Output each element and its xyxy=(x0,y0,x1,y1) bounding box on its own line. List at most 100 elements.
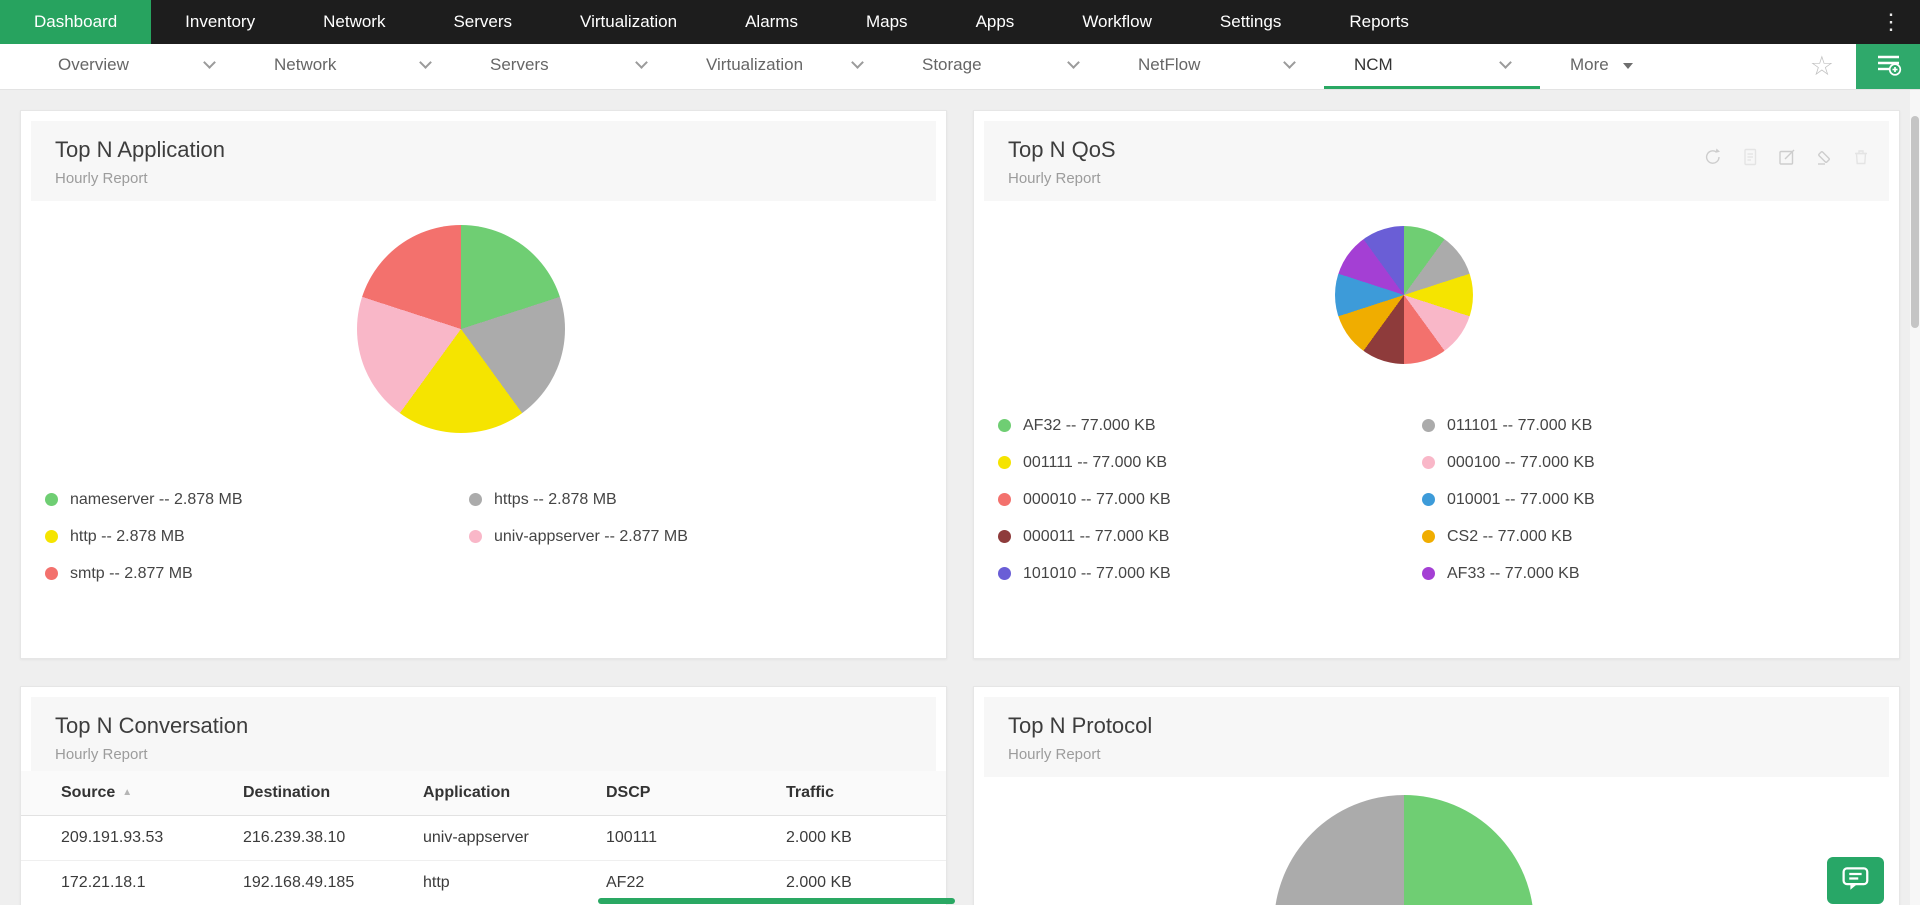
nav-item-servers[interactable]: Servers xyxy=(453,12,513,31)
legend-item[interactable]: AF33 -- 77.000 KB xyxy=(1422,555,1846,592)
table-header-row: Source ▲ Destination Application DSCP Traffic xyxy=(21,771,946,816)
legend-label: 000011 -- 77.000 KB xyxy=(1023,527,1170,545)
legend-color-dot xyxy=(45,493,58,506)
add-widget-button[interactable] xyxy=(1856,44,1920,89)
favorite-star-icon[interactable]: ☆ xyxy=(1809,51,1834,81)
legend-color-dot xyxy=(469,493,482,506)
column-header-destination[interactable]: Destination xyxy=(243,771,423,816)
nav-item-inventory[interactable]: Inventory xyxy=(185,12,256,31)
legend-item[interactable]: 000011 -- 77.000 KB xyxy=(998,518,1422,555)
legend-label: CS2 -- 77.000 KB xyxy=(1447,527,1573,545)
tab-more[interactable]: More xyxy=(1540,44,1663,89)
column-header-application[interactable]: Application xyxy=(423,771,606,816)
nav-item-network[interactable]: Network xyxy=(323,12,386,31)
table-cell: 2.000 KB xyxy=(786,815,946,861)
application-pie-chart[interactable] xyxy=(357,225,565,433)
table-cell: 100111 xyxy=(606,815,786,861)
tab-virtualization[interactable]: Virtualization xyxy=(676,44,892,89)
legend-color-dot xyxy=(1422,530,1435,543)
nav-item-virtualization[interactable]: Virtualization xyxy=(580,12,678,31)
tab-storage[interactable]: Storage xyxy=(892,44,1108,89)
qos-pie-chart[interactable] xyxy=(1335,226,1473,364)
tab-netflow[interactable]: NetFlow xyxy=(1108,44,1324,89)
hamburger-plus-icon xyxy=(1875,52,1902,81)
export-icon[interactable] xyxy=(1740,147,1760,167)
table-cell: 192.168.49.185 xyxy=(243,860,423,905)
legend-item[interactable]: 011101 -- 77.000 KB xyxy=(1422,407,1846,444)
widget-title: Top N Application xyxy=(55,137,225,162)
tab-label: NCM xyxy=(1354,55,1393,74)
legend-item[interactable]: http -- 2.878 MB xyxy=(45,518,469,555)
nav-item-reports[interactable]: Reports xyxy=(1349,12,1409,31)
tab-network[interactable]: Network xyxy=(244,44,460,89)
chat-button[interactable] xyxy=(1827,857,1884,904)
legend-item[interactable]: AF32 -- 77.000 KB xyxy=(998,407,1422,444)
chat-icon xyxy=(1841,865,1871,897)
legend-item[interactable]: https -- 2.878 MB xyxy=(469,481,893,518)
chevron-down-icon xyxy=(419,56,432,69)
chevron-down-icon xyxy=(1067,56,1080,69)
widget-top-n-application: Top N Application Hourly Report nameserv… xyxy=(20,110,947,659)
chevron-down-icon xyxy=(203,56,216,69)
nav-item-workflow[interactable]: Workflow xyxy=(1082,12,1152,31)
table-row[interactable]: 209.191.93.53 216.239.38.10 univ-appserver… xyxy=(21,815,946,861)
legend-item[interactable]: 010001 -- 77.000 KB xyxy=(1422,481,1846,518)
legend-item[interactable]: 000010 -- 77.000 KB xyxy=(998,481,1422,518)
tab-label: Virtualization xyxy=(706,55,804,74)
refresh-icon[interactable] xyxy=(1703,147,1723,167)
tab-label: NetFlow xyxy=(1138,55,1201,74)
tab-overview[interactable]: Overview xyxy=(28,44,244,89)
legend-label: AF33 -- 77.000 KB xyxy=(1447,564,1580,582)
legend-label: nameserver -- 2.878 MB xyxy=(70,490,243,508)
table-cell: 216.239.38.10 xyxy=(243,815,423,861)
nav-item-settings[interactable]: Settings xyxy=(1219,12,1282,31)
protocol-pie-chart[interactable] xyxy=(1274,795,1534,905)
legend-item[interactable]: 001111 -- 77.000 KB xyxy=(998,444,1422,481)
table-cell: 172.21.18.1 xyxy=(21,860,243,905)
column-header-traffic[interactable]: Traffic xyxy=(786,771,946,816)
widget-header: Top N Protocol Hourly Report xyxy=(984,697,1889,777)
horizontal-scrollbar-thumb[interactable] xyxy=(598,898,955,904)
legend-item[interactable]: CS2 -- 77.000 KB xyxy=(1422,518,1846,555)
legend-item[interactable]: smtp -- 2.877 MB xyxy=(45,555,469,592)
legend-color-dot xyxy=(998,456,1011,469)
legend-label: 001111 -- 77.000 KB xyxy=(1023,453,1168,471)
tab-servers[interactable]: Servers xyxy=(460,44,676,89)
nav-item-maps[interactable]: Maps xyxy=(865,12,908,31)
dashboard-tabs-bar: Overview Network Servers Virtualization … xyxy=(0,44,1920,90)
legend-item[interactable]: univ-appserver -- 2.877 MB xyxy=(469,518,893,555)
column-header-dscp[interactable]: DSCP xyxy=(606,771,786,816)
widget-toolbar xyxy=(1703,147,1871,167)
legend-item[interactable]: 000100 -- 77.000 KB xyxy=(1422,444,1846,481)
legend-item[interactable]: 101010 -- 77.000 KB xyxy=(998,555,1422,592)
vertical-scrollbar[interactable] xyxy=(1910,90,1920,905)
column-header-source[interactable]: Source ▲ xyxy=(21,771,243,816)
tab-label: More xyxy=(1570,55,1609,74)
edit-icon[interactable] xyxy=(1777,147,1797,167)
chevron-down-icon xyxy=(851,56,864,69)
overflow-menu-icon[interactable]: ⋮ xyxy=(1880,9,1902,34)
legend-color-dot xyxy=(1422,493,1435,506)
eraser-icon[interactable] xyxy=(1814,147,1834,167)
legend-color-dot xyxy=(45,567,58,580)
legend-column: 011101 -- 77.000 KB 000100 -- 77.000 KB 01… xyxy=(1422,407,1846,592)
legend-column: https -- 2.878 MB univ-appserver -- 2.877… xyxy=(469,481,893,592)
tab-ncm[interactable]: NCM xyxy=(1324,44,1540,89)
delete-icon[interactable] xyxy=(1851,147,1871,167)
nav-item-dashboard[interactable]: Dashboard xyxy=(0,0,152,44)
legend-label: univ-appserver -- 2.877 MB xyxy=(494,527,688,545)
nav-item-apps[interactable]: Apps xyxy=(975,12,1015,31)
legend-color-dot xyxy=(998,419,1011,432)
widget-title: Top N QoS xyxy=(1008,137,1116,162)
legend-item[interactable]: nameserver -- 2.878 MB xyxy=(45,481,469,518)
legend-color-dot xyxy=(469,530,482,543)
legend-color-dot xyxy=(1422,419,1435,432)
widget-subtitle: Hourly Report xyxy=(55,170,148,187)
legend-label: smtp -- 2.877 MB xyxy=(70,564,193,582)
chevron-down-icon xyxy=(1283,56,1296,69)
legend-label: 010001 -- 77.000 KB xyxy=(1447,490,1595,508)
legend-label: https -- 2.878 MB xyxy=(494,490,617,508)
vertical-scrollbar-thumb[interactable] xyxy=(1911,116,1919,328)
widget-title: Top N Conversation xyxy=(55,713,249,738)
nav-item-alarms[interactable]: Alarms xyxy=(745,12,798,31)
